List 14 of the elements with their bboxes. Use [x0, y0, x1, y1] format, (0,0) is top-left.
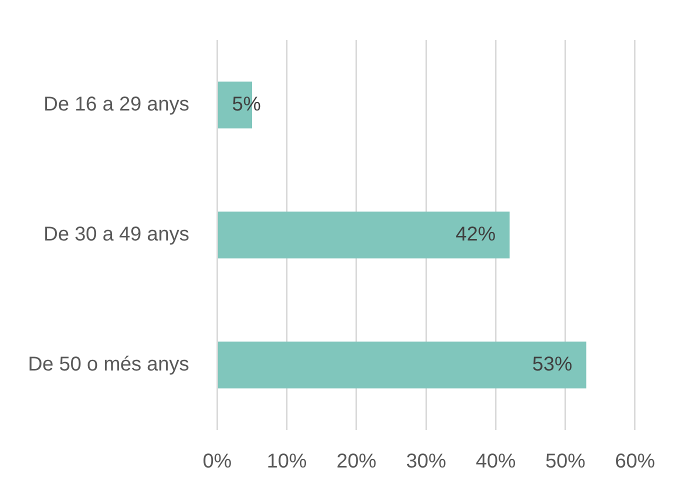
y-tick-label: De 16 a 29 anys — [44, 94, 190, 116]
y-tick-label: De 30 a 49 anys — [44, 224, 190, 246]
x-tick-label: 30% — [406, 450, 446, 473]
data-label: 42% — [456, 224, 496, 246]
x-tick-label: 10% — [266, 450, 308, 473]
data-label: 53% — [532, 354, 572, 376]
x-tick-label: 60% — [614, 450, 656, 473]
x-tick-label: 50% — [545, 450, 586, 473]
y-tick-label: De 50 o més anys — [28, 354, 190, 376]
x-tick-label: 40% — [476, 450, 516, 473]
bar — [218, 212, 510, 258]
x-tick-label: 20% — [336, 450, 377, 473]
bar — [218, 342, 586, 388]
x-tick-label: 0% — [202, 450, 232, 473]
